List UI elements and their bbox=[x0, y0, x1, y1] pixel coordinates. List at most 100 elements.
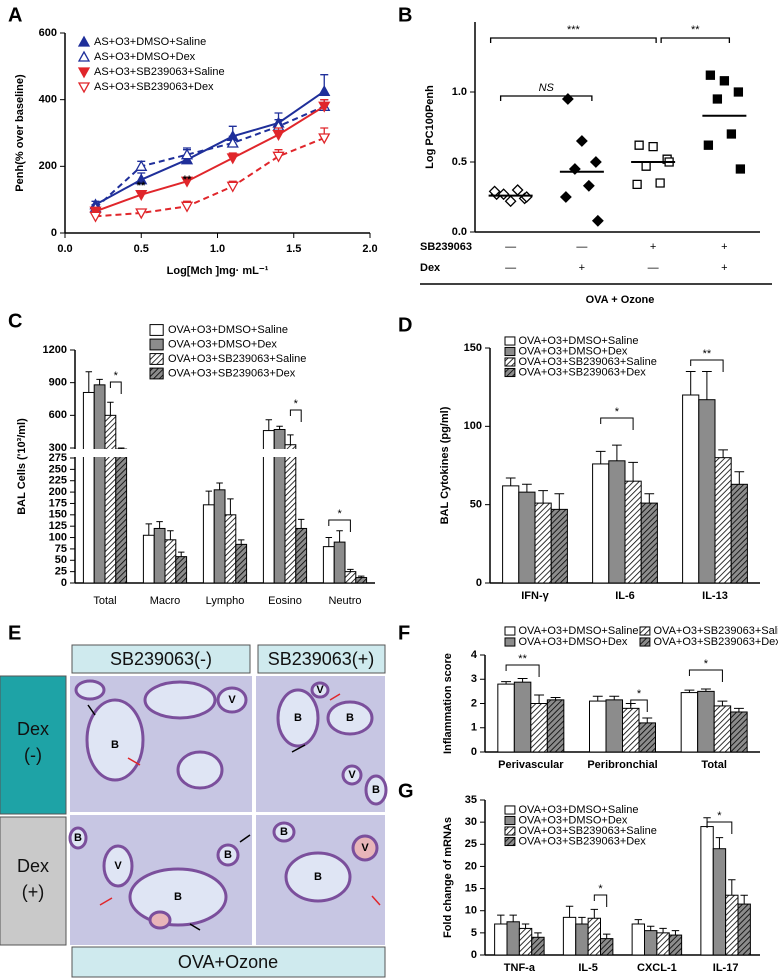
image-label: B bbox=[74, 832, 82, 844]
annotation: NS bbox=[539, 82, 555, 94]
marker bbox=[705, 70, 716, 80]
error-bar bbox=[554, 493, 565, 510]
bar bbox=[235, 543, 248, 584]
x-tick-label: IFN-γ bbox=[521, 590, 549, 602]
y-tick-label: 200 bbox=[39, 160, 57, 172]
legend-label: AS+O3+SB239063+Dex bbox=[94, 81, 214, 93]
panel-letter: E bbox=[8, 622, 21, 644]
marker bbox=[733, 87, 744, 97]
bar bbox=[497, 683, 515, 753]
row-header: Dex bbox=[17, 719, 49, 739]
y-axis-label: BAL Cytokines (pg/ml) bbox=[439, 406, 451, 524]
error-bar bbox=[505, 477, 516, 486]
panel-letter: G bbox=[398, 780, 414, 802]
column-header: SB239063(+) bbox=[268, 649, 375, 669]
x-tick-label: Macro bbox=[150, 595, 181, 607]
significance-bracket bbox=[505, 664, 540, 677]
y-tick-label: 0 bbox=[51, 227, 57, 239]
error-bar bbox=[628, 461, 638, 482]
error-bar bbox=[509, 914, 517, 922]
annotation: * bbox=[615, 406, 620, 418]
table-cell: — bbox=[505, 262, 516, 274]
y-tick-label: 125 bbox=[49, 520, 67, 532]
error-bar bbox=[718, 449, 728, 458]
legend-marker bbox=[77, 82, 91, 94]
footer-label: OVA+Ozone bbox=[178, 952, 278, 972]
error-bar bbox=[565, 905, 574, 918]
annotation: ** bbox=[691, 24, 700, 36]
row-header-box bbox=[0, 816, 67, 946]
legend-swatch bbox=[504, 815, 516, 826]
marker bbox=[575, 135, 588, 147]
x-tick-label: 0.5 bbox=[134, 243, 149, 255]
annotation: ** bbox=[703, 348, 712, 360]
legend-label: AS+O3+DMSO+Dex bbox=[94, 51, 196, 63]
bar bbox=[730, 483, 748, 584]
bar bbox=[104, 414, 117, 584]
y-tick-label: 0 bbox=[476, 577, 482, 589]
bar bbox=[322, 546, 335, 584]
bar bbox=[680, 692, 699, 753]
error-bar bbox=[595, 450, 606, 464]
error-bar bbox=[702, 371, 712, 400]
y-tick-label: 900 bbox=[49, 377, 67, 389]
marker bbox=[226, 136, 239, 148]
legend-swatch bbox=[149, 324, 164, 336]
bar bbox=[725, 894, 739, 956]
y-tick-label: 2 bbox=[471, 697, 477, 709]
column-header-box bbox=[71, 644, 251, 674]
significance-bracket bbox=[499, 95, 593, 101]
bar bbox=[355, 577, 368, 584]
y-tick-label: 4 bbox=[471, 649, 478, 661]
y-axis-label: Inflammation score bbox=[442, 653, 454, 754]
marker bbox=[634, 140, 644, 150]
marker bbox=[318, 84, 331, 96]
marker bbox=[735, 164, 746, 174]
annotation: * bbox=[114, 370, 119, 382]
legend-marker bbox=[77, 67, 91, 79]
error-bar bbox=[521, 923, 530, 929]
image-label: V bbox=[114, 860, 122, 872]
column-header-box bbox=[257, 644, 386, 674]
image-label: B bbox=[294, 712, 302, 724]
y-tick-label: 225 bbox=[49, 475, 67, 487]
x-tick-label: IL-13 bbox=[702, 590, 728, 602]
annotation: *** bbox=[567, 24, 581, 36]
bar bbox=[600, 938, 614, 956]
image-label: V bbox=[228, 694, 236, 706]
bar bbox=[698, 399, 716, 584]
legend-swatch bbox=[504, 836, 516, 847]
legend-swatch bbox=[149, 353, 164, 365]
marker bbox=[641, 161, 651, 171]
error-bar bbox=[642, 717, 653, 723]
x-axis-label: Log[Mch ]mg· mL⁻¹ bbox=[167, 265, 269, 277]
marker bbox=[703, 140, 714, 150]
bar bbox=[82, 391, 95, 584]
marker bbox=[655, 178, 665, 188]
image-label: V bbox=[348, 769, 356, 781]
y-tick-label: 0.5 bbox=[452, 156, 467, 168]
error-bar bbox=[96, 378, 103, 385]
annotation: ** bbox=[518, 653, 527, 665]
legend-swatch bbox=[504, 637, 516, 647]
significance-bracket bbox=[706, 821, 733, 834]
legend-marker bbox=[77, 50, 91, 62]
error-bar bbox=[145, 523, 153, 536]
legend-label: OVA+O3+SB239063+Dex bbox=[168, 367, 296, 379]
table-cell: + bbox=[650, 241, 656, 253]
x-tick-label: Eosino bbox=[268, 595, 302, 607]
marker bbox=[226, 153, 239, 165]
error-bar bbox=[671, 930, 680, 936]
y-tick-label: 3 bbox=[471, 673, 477, 685]
bar bbox=[494, 923, 508, 956]
y-tick-label: 75 bbox=[55, 543, 67, 555]
error-bar bbox=[644, 493, 655, 504]
y-tick-label: 30 bbox=[465, 816, 477, 828]
y-tick-label: 300 bbox=[49, 442, 67, 454]
marker bbox=[135, 173, 148, 185]
y-tick-label: 250 bbox=[49, 463, 67, 475]
legend-label: OVA+O3+SB239063+Dex bbox=[519, 835, 647, 847]
group-label: OVA + Ozone bbox=[586, 294, 655, 306]
y-tick-label: 1.0 bbox=[452, 86, 467, 98]
